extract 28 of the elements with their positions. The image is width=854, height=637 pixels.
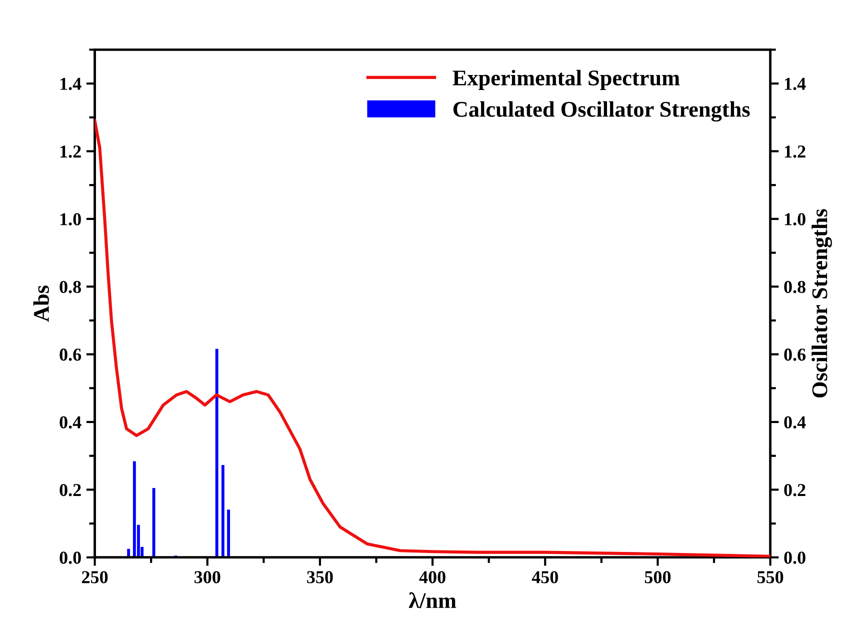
y2-tick-label: 0.4	[784, 416, 806, 429]
y-tick-label: 0.0	[60, 552, 81, 564]
legend-label: Experimental Spectrum	[452, 70, 680, 90]
y-tick-label: 0.8	[60, 280, 81, 294]
x-tick-label: 500	[644, 571, 671, 584]
y2-tick-label: 0.6	[784, 348, 806, 361]
y2-axis-title: Oscillator Strengths	[812, 209, 832, 398]
y2-tick-label: 0.2	[784, 484, 806, 496]
y-tick-label: 1.4	[60, 78, 82, 90]
x-axis-title: λ/nm	[408, 592, 456, 608]
y-tick-label: 1.2	[60, 146, 81, 158]
y2-tick-label: 0.0	[784, 552, 806, 564]
y-tick-label: 0.6	[60, 348, 82, 361]
y-tick-label: 0.2	[60, 484, 81, 496]
x-tick-label: 250	[82, 571, 108, 584]
x-tick-label: 550	[757, 571, 784, 584]
y2-tick-label: 1.2	[784, 146, 806, 158]
x-tick-label: 300	[194, 571, 220, 584]
y-tick-label: 1.0	[60, 213, 81, 226]
y2-tick-label: 1.0	[784, 213, 806, 226]
y2-tick-label: 0.8	[784, 280, 806, 294]
y2-tick-label: 1.4	[784, 78, 806, 90]
x-tick-label: 350	[307, 571, 333, 584]
x-tick-label: 400	[419, 571, 446, 584]
legend-label: Calculated Oscillator Strengths	[453, 101, 750, 122]
y-tick-label: 0.4	[60, 416, 82, 429]
x-tick-label: 450	[532, 571, 558, 584]
y-axis-title: Abs	[33, 286, 49, 322]
